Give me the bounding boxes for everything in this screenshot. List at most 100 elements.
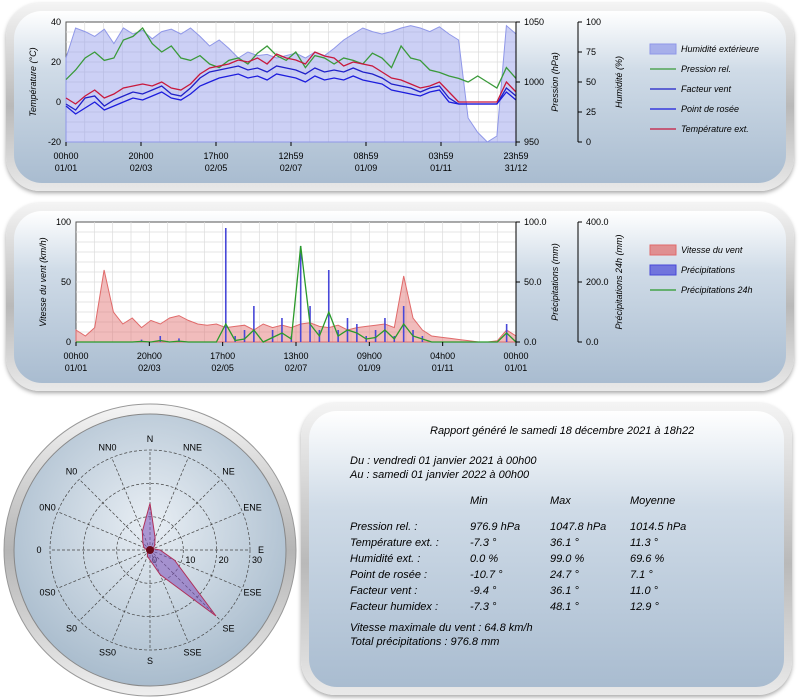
- x-tick-label: 01/09: [355, 163, 378, 173]
- rose-direction-label: S: [147, 656, 153, 666]
- x-tick-label: 17h00: [203, 151, 228, 161]
- x-tick-label: 08h59: [353, 151, 378, 161]
- report-cell-min: 0.0 %: [470, 553, 499, 565]
- legend-label: Pression rel.: [681, 64, 731, 74]
- y-tick-right-2: 0.0: [586, 337, 599, 347]
- rose-direction-label: N: [147, 434, 154, 444]
- legend-label: Température ext.: [681, 124, 749, 134]
- report-cell-max: 36.1 °: [550, 585, 579, 597]
- y-axis-label-left: Vitesse du vent (km/h): [38, 237, 48, 326]
- y-tick-right-2: 75: [586, 47, 596, 57]
- rose-direction-label: 0S0: [39, 587, 55, 597]
- report-cell-label: Humidité ext. :: [350, 553, 421, 565]
- rose-center-dot: [146, 546, 154, 554]
- legend-swatch: [649, 244, 677, 256]
- report-background: [309, 411, 784, 687]
- y-tick-right-2: 25: [586, 107, 596, 117]
- report-cell-label: Pression rel. :: [350, 521, 418, 533]
- report-col-avg: Moyenne: [630, 495, 676, 507]
- x-tick-label: 01/11: [430, 163, 452, 173]
- report-cell-min: -9.4 °: [470, 585, 497, 597]
- y-tick-left: 0: [66, 337, 71, 347]
- y-tick-right-2: 200.0: [586, 277, 609, 287]
- y-axis-label-right-1: Pression (hPa): [550, 52, 560, 112]
- legend-swatch: [649, 43, 677, 55]
- y-tick-left: -20: [48, 137, 61, 147]
- y-tick-right-1: 1050: [524, 17, 544, 27]
- report-cell-avg: 1014.5 hPa: [630, 521, 687, 533]
- rose-radial-tick: 10: [185, 555, 195, 565]
- report-cell-avg: 11.0 °: [630, 585, 659, 597]
- rose-spoke: [57, 511, 151, 551]
- report-cell-min: -7.3 °: [470, 537, 497, 549]
- x-tick-label: 12h59: [278, 151, 303, 161]
- legend-label: Précipitations 24h: [681, 285, 753, 295]
- report-cell-max: 36.1 °: [550, 537, 579, 549]
- rose-radial-tick: 20: [219, 555, 229, 565]
- report-to: Au : samedi 01 janvier 2022 à 00h00: [350, 469, 530, 481]
- x-tick-label: 31/12: [505, 163, 528, 173]
- rose-direction-label: SE: [222, 623, 234, 633]
- report-cell-min: -10.7 °: [470, 569, 503, 581]
- rose-radial-tick: 30: [252, 555, 262, 565]
- report-cell-avg: 12.9 °: [630, 601, 659, 613]
- y-tick-right-1: 50.0: [524, 277, 542, 287]
- report-cell-label: Facteur vent :: [350, 585, 418, 597]
- x-tick-label: 09h00: [357, 351, 382, 361]
- x-tick-label: 02/03: [138, 363, 161, 373]
- legend-label: Humidité extérieure: [681, 44, 759, 54]
- rose-direction-label: 0: [36, 545, 41, 555]
- rose-spoke: [111, 549, 151, 643]
- y-tick-right-1: 100.0: [524, 217, 547, 227]
- legend-label: Point de rosée: [681, 104, 739, 114]
- report-cell-min: 976.9 hPa: [470, 521, 521, 533]
- report-cell-label: Température ext. :: [350, 537, 439, 549]
- rose-spoke: [149, 457, 189, 551]
- report-total-rain: Total précipitations : 976.8 mm: [350, 636, 500, 648]
- rose-direction-label: NE: [222, 467, 235, 477]
- temperature-chart: -20 0 20 40 950 1000 1050 0 25 50 75 100 Température…: [28, 17, 759, 173]
- x-tick-label: 04h00: [430, 351, 455, 361]
- x-tick-label: 01/01: [55, 163, 78, 173]
- rose-direction-label: NNE: [183, 442, 202, 452]
- rose-direction-label: ENE: [243, 503, 262, 513]
- y-tick-right-1: 0.0: [524, 337, 537, 347]
- report-text: Rapport généré le samedi 18 décembre 202…: [301, 403, 792, 695]
- x-tick-label: 00h00: [503, 351, 528, 361]
- x-tick-label: 17h00: [210, 351, 235, 361]
- rose-direction-label: SS0: [99, 648, 116, 658]
- x-tick-label: 03h59: [428, 151, 453, 161]
- report-cell-avg: 69.6 %: [630, 553, 665, 565]
- rose-series-polygon: [141, 503, 217, 617]
- y-tick-right-2: 50: [586, 77, 596, 87]
- series-line: [65, 73, 517, 115]
- y-tick-right-2: 100: [586, 17, 601, 27]
- legend-label: Précipitations: [681, 265, 736, 275]
- y-tick-left: 50: [61, 277, 71, 287]
- legend-label: Vitesse du vent: [681, 245, 743, 255]
- x-tick-label: 02/07: [285, 363, 308, 373]
- report-from: Du : vendredi 01 janvier 2021 à 00h00: [350, 455, 537, 467]
- y-axis-label-left: Température (°C): [28, 47, 38, 116]
- rose-spoke: [79, 549, 151, 621]
- report-title: Rapport généré le samedi 18 décembre 202…: [430, 425, 695, 437]
- wind-rose-chart: 0102030NNNENEENEEESESESSESSS0S00S000N0N0…: [3, 403, 297, 697]
- x-tick-label: 02/07: [280, 163, 303, 173]
- y-axis-label-right-2: Précipitations 24h (mm): [614, 234, 624, 329]
- wind-rain-chart: 0 50 100 0.0 50.0 100.0 0.0 200.0 400.0 Vitesse d…: [38, 217, 753, 373]
- x-tick-label: 00h00: [53, 151, 78, 161]
- rose-spoke: [149, 479, 221, 551]
- report-cell-min: -7.3 °: [470, 601, 497, 613]
- x-tick-label: 01/11: [432, 363, 454, 373]
- series-line: [65, 51, 517, 105]
- x-tick-label: 00h00: [63, 351, 88, 361]
- x-tick-label: 01/01: [505, 363, 528, 373]
- report-cell-label: Facteur humidex :: [350, 601, 439, 613]
- rose-direction-label: 0N0: [39, 503, 56, 513]
- report-col-min: Min: [470, 495, 488, 507]
- report-cell-label: Point de rosée :: [350, 569, 428, 581]
- rose-direction-label: ESE: [244, 587, 262, 597]
- rose-spoke: [57, 549, 151, 589]
- series-line: [65, 27, 517, 89]
- y-tick-right-2: 0: [586, 137, 591, 147]
